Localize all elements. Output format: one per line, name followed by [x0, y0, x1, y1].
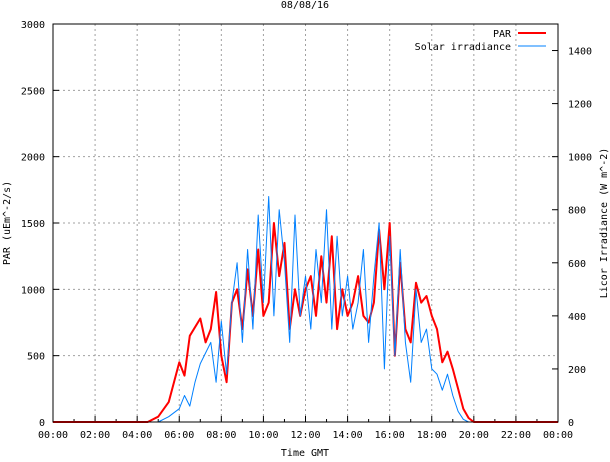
- chart-title: 08/08/16: [281, 0, 329, 11]
- y2-tick-label: 400: [568, 312, 586, 323]
- series-lines: [53, 196, 558, 423]
- series-par-line: [53, 222, 558, 423]
- y2-axis-label: Licor Irradiance (W m^-2): [599, 148, 610, 299]
- x-tick-label: 00:00: [543, 430, 573, 441]
- y-tick-label: 2500: [21, 86, 45, 97]
- y-tick-label: 3000: [21, 20, 45, 31]
- x-tick-label: 10:00: [248, 430, 278, 441]
- x-tick-label: 00:00: [38, 430, 68, 441]
- grid: [53, 24, 558, 422]
- y2-tick-label: 200: [568, 365, 586, 376]
- y2-tick-label: 1400: [568, 47, 592, 58]
- x-tick-label: 18:00: [417, 430, 447, 441]
- y2-tick-label: 800: [568, 206, 586, 217]
- x-tick-label: 16:00: [375, 430, 405, 441]
- y-axis-label: PAR (uEm^-2/s): [2, 181, 13, 265]
- y2-tick-label: 1200: [568, 100, 592, 111]
- x-tick-label: 06:00: [164, 430, 194, 441]
- legend: PAR Solar irradiance: [415, 29, 546, 53]
- series-solar-irradiance-line: [53, 196, 558, 423]
- y2-tick-label: 0: [568, 418, 574, 429]
- y-tick-label: 2000: [21, 153, 45, 164]
- legend-label-solar: Solar irradiance: [415, 42, 511, 53]
- y2-tick-label: 600: [568, 259, 586, 270]
- x-tick-label: 12:00: [290, 430, 320, 441]
- x-axis-label: Time GMT: [281, 448, 329, 459]
- y2-tick-label: 1000: [568, 153, 592, 164]
- x-tick-label: 04:00: [122, 430, 152, 441]
- ticks: 00:00 02:00 04:00 06:00 08:00 10:00 12:00 14:00…: [21, 20, 592, 441]
- y-tick-label: 1500: [21, 219, 45, 230]
- x-tick-label: 14:00: [333, 430, 363, 441]
- legend-label-par: PAR: [493, 29, 512, 40]
- x-tick-label: 02:00: [80, 430, 110, 441]
- x-tick-label: 08:00: [206, 430, 236, 441]
- y-tick-label: 500: [27, 352, 45, 363]
- x-tick-label: 22:00: [501, 430, 531, 441]
- y-tick-label: 1000: [21, 285, 45, 296]
- plot-frame: [52, 23, 559, 423]
- x-tick-label: 20:00: [459, 430, 489, 441]
- y-tick-label: 0: [39, 418, 45, 429]
